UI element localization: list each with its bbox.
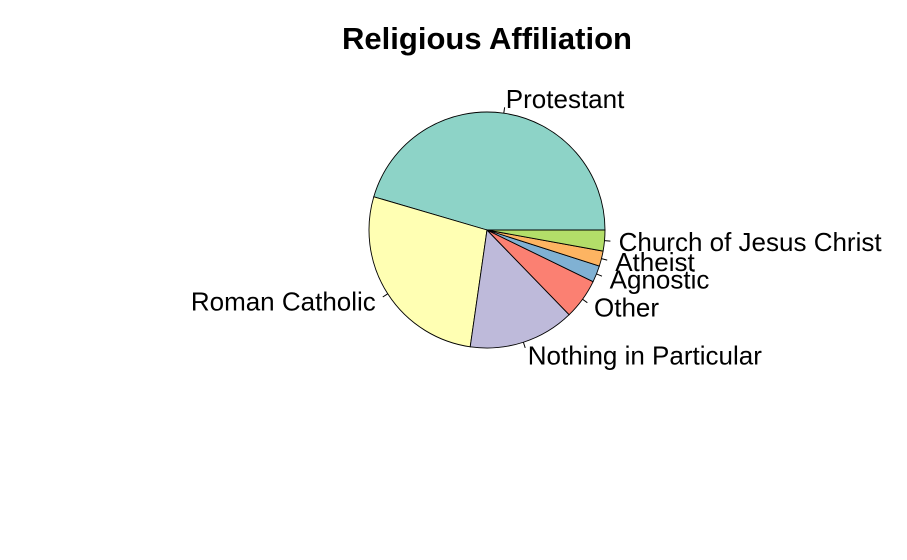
pie-label-roman-catholic: Roman Catholic: [191, 286, 376, 316]
pie-slices: [369, 112, 605, 348]
leader-line-agnostic: [597, 274, 602, 276]
leader-line-protestant: [504, 107, 505, 113]
leader-line-other: [583, 299, 588, 302]
leader-line-roman-catholic: [383, 294, 388, 297]
chart-title: Religious Affiliation: [342, 21, 632, 56]
pie-label-other: Other: [594, 293, 659, 323]
leader-line-nothing-in-particular: [523, 342, 525, 348]
pie-label-nothing-in-particular: Nothing in Particular: [528, 341, 762, 371]
pie-label-protestant: Protestant: [506, 84, 625, 114]
leader-line-atheist: [601, 259, 607, 260]
leader-line-church-of-jesus-christ: [605, 241, 611, 242]
pie-label-church-of-jesus-christ: Church of Jesus Christ: [619, 227, 883, 257]
